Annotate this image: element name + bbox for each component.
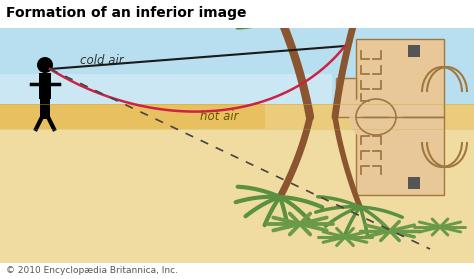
Text: cold air: cold air [80, 54, 124, 68]
Bar [0, 129, 474, 263]
Bar [356, 39, 444, 117]
Bar [0, 74, 332, 104]
Text: Formation of an inferior image: Formation of an inferior image [6, 6, 246, 20]
Bar [265, 104, 474, 129]
Bar [0, 0, 474, 28]
Text: hot air: hot air [200, 110, 238, 124]
Bar [0, 104, 474, 129]
Bar [336, 78, 356, 117]
Bar [408, 45, 420, 57]
Bar [356, 28, 474, 104]
Circle shape [37, 57, 53, 73]
Bar [40, 99, 50, 119]
Bar [39, 73, 51, 99]
Text: © 2010 Encyclopædia Britannica, Inc.: © 2010 Encyclopædia Britannica, Inc. [6, 266, 178, 275]
Bar [408, 177, 420, 189]
Bar [0, 28, 356, 104]
Bar [356, 117, 444, 195]
